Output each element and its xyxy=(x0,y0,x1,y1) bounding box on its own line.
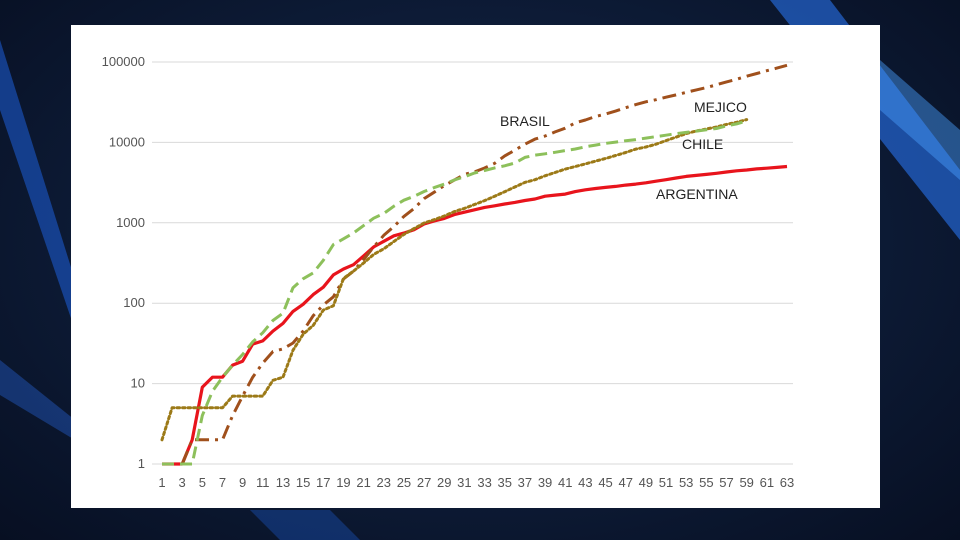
x-axis-ticks: 1 3 5 7 9 11 13 15 17 19 21 23 25 27 29 31 33 35 37 39 41 43 4… xyxy=(158,475,794,490)
series-line-chile xyxy=(162,119,748,466)
x-tick-label: 63 xyxy=(780,475,794,490)
x-tick-label: 53 xyxy=(679,475,693,490)
x-tick-label: 27 xyxy=(417,475,431,490)
x-tick-label: 25 xyxy=(397,475,411,490)
series-line-mejico xyxy=(160,118,749,442)
y-tick-label: 10000 xyxy=(109,134,145,149)
x-tick-label: 11 xyxy=(256,475,270,490)
x-tick-label: 61 xyxy=(760,475,774,490)
series-label-chile: CHILE xyxy=(682,136,723,152)
x-tick-label: 3 xyxy=(179,475,186,490)
series-label-argentina: ARGENTINA xyxy=(656,186,738,202)
x-tick-label: 51 xyxy=(659,475,673,490)
x-tick-label: 35 xyxy=(498,475,512,490)
series-label-brasil: BRASIL xyxy=(500,113,550,129)
series-lines xyxy=(160,63,788,466)
chart-grid xyxy=(152,61,793,465)
x-tick-label: 23 xyxy=(377,475,391,490)
y-axis-ticks: 1 10 100 1000 10000 100000 xyxy=(102,54,145,471)
x-tick-label: 59 xyxy=(739,475,753,490)
x-tick-label: 47 xyxy=(618,475,632,490)
x-tick-label: 15 xyxy=(296,475,310,490)
x-tick-label: 29 xyxy=(437,475,451,490)
y-tick-label: 1 xyxy=(138,456,145,471)
y-tick-label: 100000 xyxy=(102,54,145,69)
x-tick-label: 17 xyxy=(316,475,330,490)
x-tick-label: 19 xyxy=(336,475,350,490)
x-tick-label: 41 xyxy=(558,475,572,490)
y-tick-label: 10 xyxy=(131,376,145,391)
x-tick-label: 55 xyxy=(699,475,713,490)
series-label-mejico: MEJICO xyxy=(694,99,747,115)
x-tick-label: 37 xyxy=(518,475,532,490)
series-labels: ARGENTINA BRASIL MEJICO CHILE xyxy=(500,99,747,202)
x-tick-label: 13 xyxy=(276,475,290,490)
x-tick-label: 49 xyxy=(639,475,653,490)
x-tick-label: 45 xyxy=(598,475,612,490)
chart-panel: 1 10 100 1000 10000 100000 1 3 5 7 9 11 13 15 17 19 21 2… xyxy=(71,25,880,508)
series-line-argentina xyxy=(162,164,788,466)
x-tick-label: 5 xyxy=(199,475,206,490)
x-tick-label: 33 xyxy=(477,475,491,490)
x-tick-label: 39 xyxy=(538,475,552,490)
x-tick-label: 9 xyxy=(239,475,246,490)
x-tick-label: 1 xyxy=(158,475,165,490)
x-tick-label: 57 xyxy=(719,475,733,490)
x-tick-label: 7 xyxy=(219,475,226,490)
x-tick-label: 21 xyxy=(356,475,370,490)
series-line-brasil xyxy=(180,63,788,465)
y-tick-label: 1000 xyxy=(116,215,145,230)
x-tick-label: 43 xyxy=(578,475,592,490)
y-tick-label: 100 xyxy=(123,295,145,310)
x-tick-label: 31 xyxy=(457,475,471,490)
